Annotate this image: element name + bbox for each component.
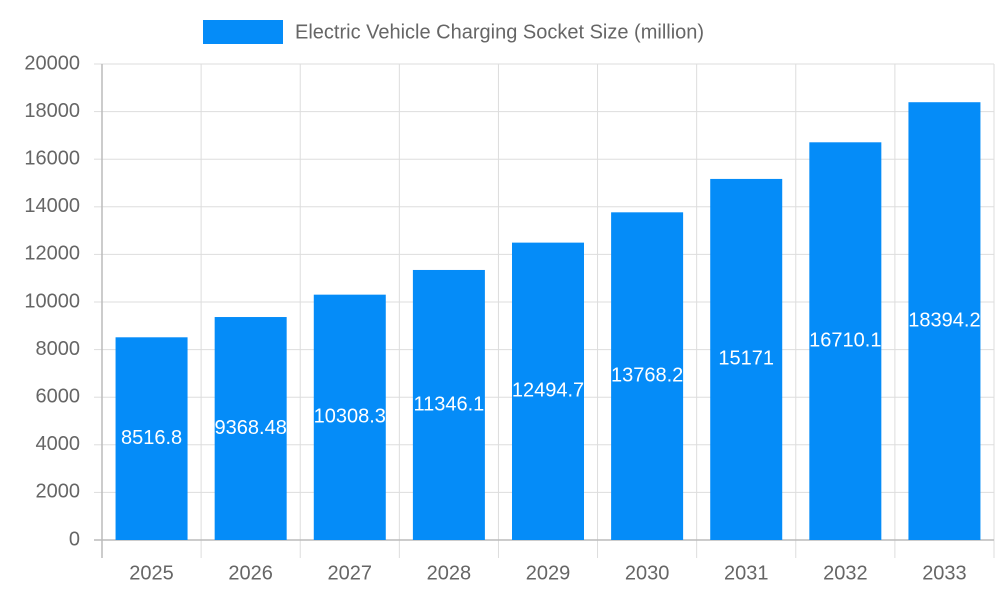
data-label: 8516.8	[121, 427, 182, 449]
bar	[512, 242, 584, 540]
y-tick-label: 2000	[36, 481, 81, 503]
bar	[115, 337, 188, 540]
bar	[412, 269, 485, 540]
x-tick-label: 2025	[129, 562, 174, 584]
data-label: 11346.1	[413, 393, 484, 415]
x-tick-label: 2030	[625, 562, 670, 584]
y-tick-label: 14000	[24, 195, 80, 217]
y-tick-label: 18000	[24, 100, 80, 122]
y-tick-label: 0	[69, 528, 80, 550]
legend-swatch	[203, 20, 283, 44]
bar	[214, 317, 287, 540]
legend-label: Electric Vehicle Charging Socket Size (m…	[295, 21, 704, 43]
data-label: 18394.2	[908, 309, 980, 331]
x-tick-label: 2032	[823, 562, 868, 584]
bar	[313, 294, 386, 540]
y-tick-label: 16000	[24, 147, 80, 169]
x-tick-label: 2026	[228, 562, 273, 584]
data-label: 9368.48	[215, 417, 287, 439]
bar	[611, 212, 684, 540]
x-tick-label: 2027	[328, 562, 373, 584]
x-tick-label: 2028	[427, 562, 472, 584]
data-label: 15171	[718, 348, 774, 370]
x-tick-label: 2029	[526, 562, 571, 584]
y-tick-label: 8000	[36, 338, 81, 360]
y-tick-label: 6000	[36, 385, 81, 407]
y-tick-label: 4000	[36, 433, 81, 455]
data-label: 16710.1	[809, 329, 881, 351]
bar	[908, 102, 981, 540]
x-tick-label: 2033	[922, 562, 967, 584]
y-tick-label: 20000	[24, 52, 80, 74]
bar	[809, 142, 882, 540]
data-label: 10308.3	[314, 406, 386, 428]
y-tick-label: 10000	[24, 290, 80, 312]
data-label: 12494.7	[512, 380, 584, 402]
y-tick-label: 12000	[24, 243, 80, 265]
bar	[710, 178, 783, 540]
x-tick-label: 2031	[724, 562, 769, 584]
data-label: 13768.2	[611, 364, 683, 386]
